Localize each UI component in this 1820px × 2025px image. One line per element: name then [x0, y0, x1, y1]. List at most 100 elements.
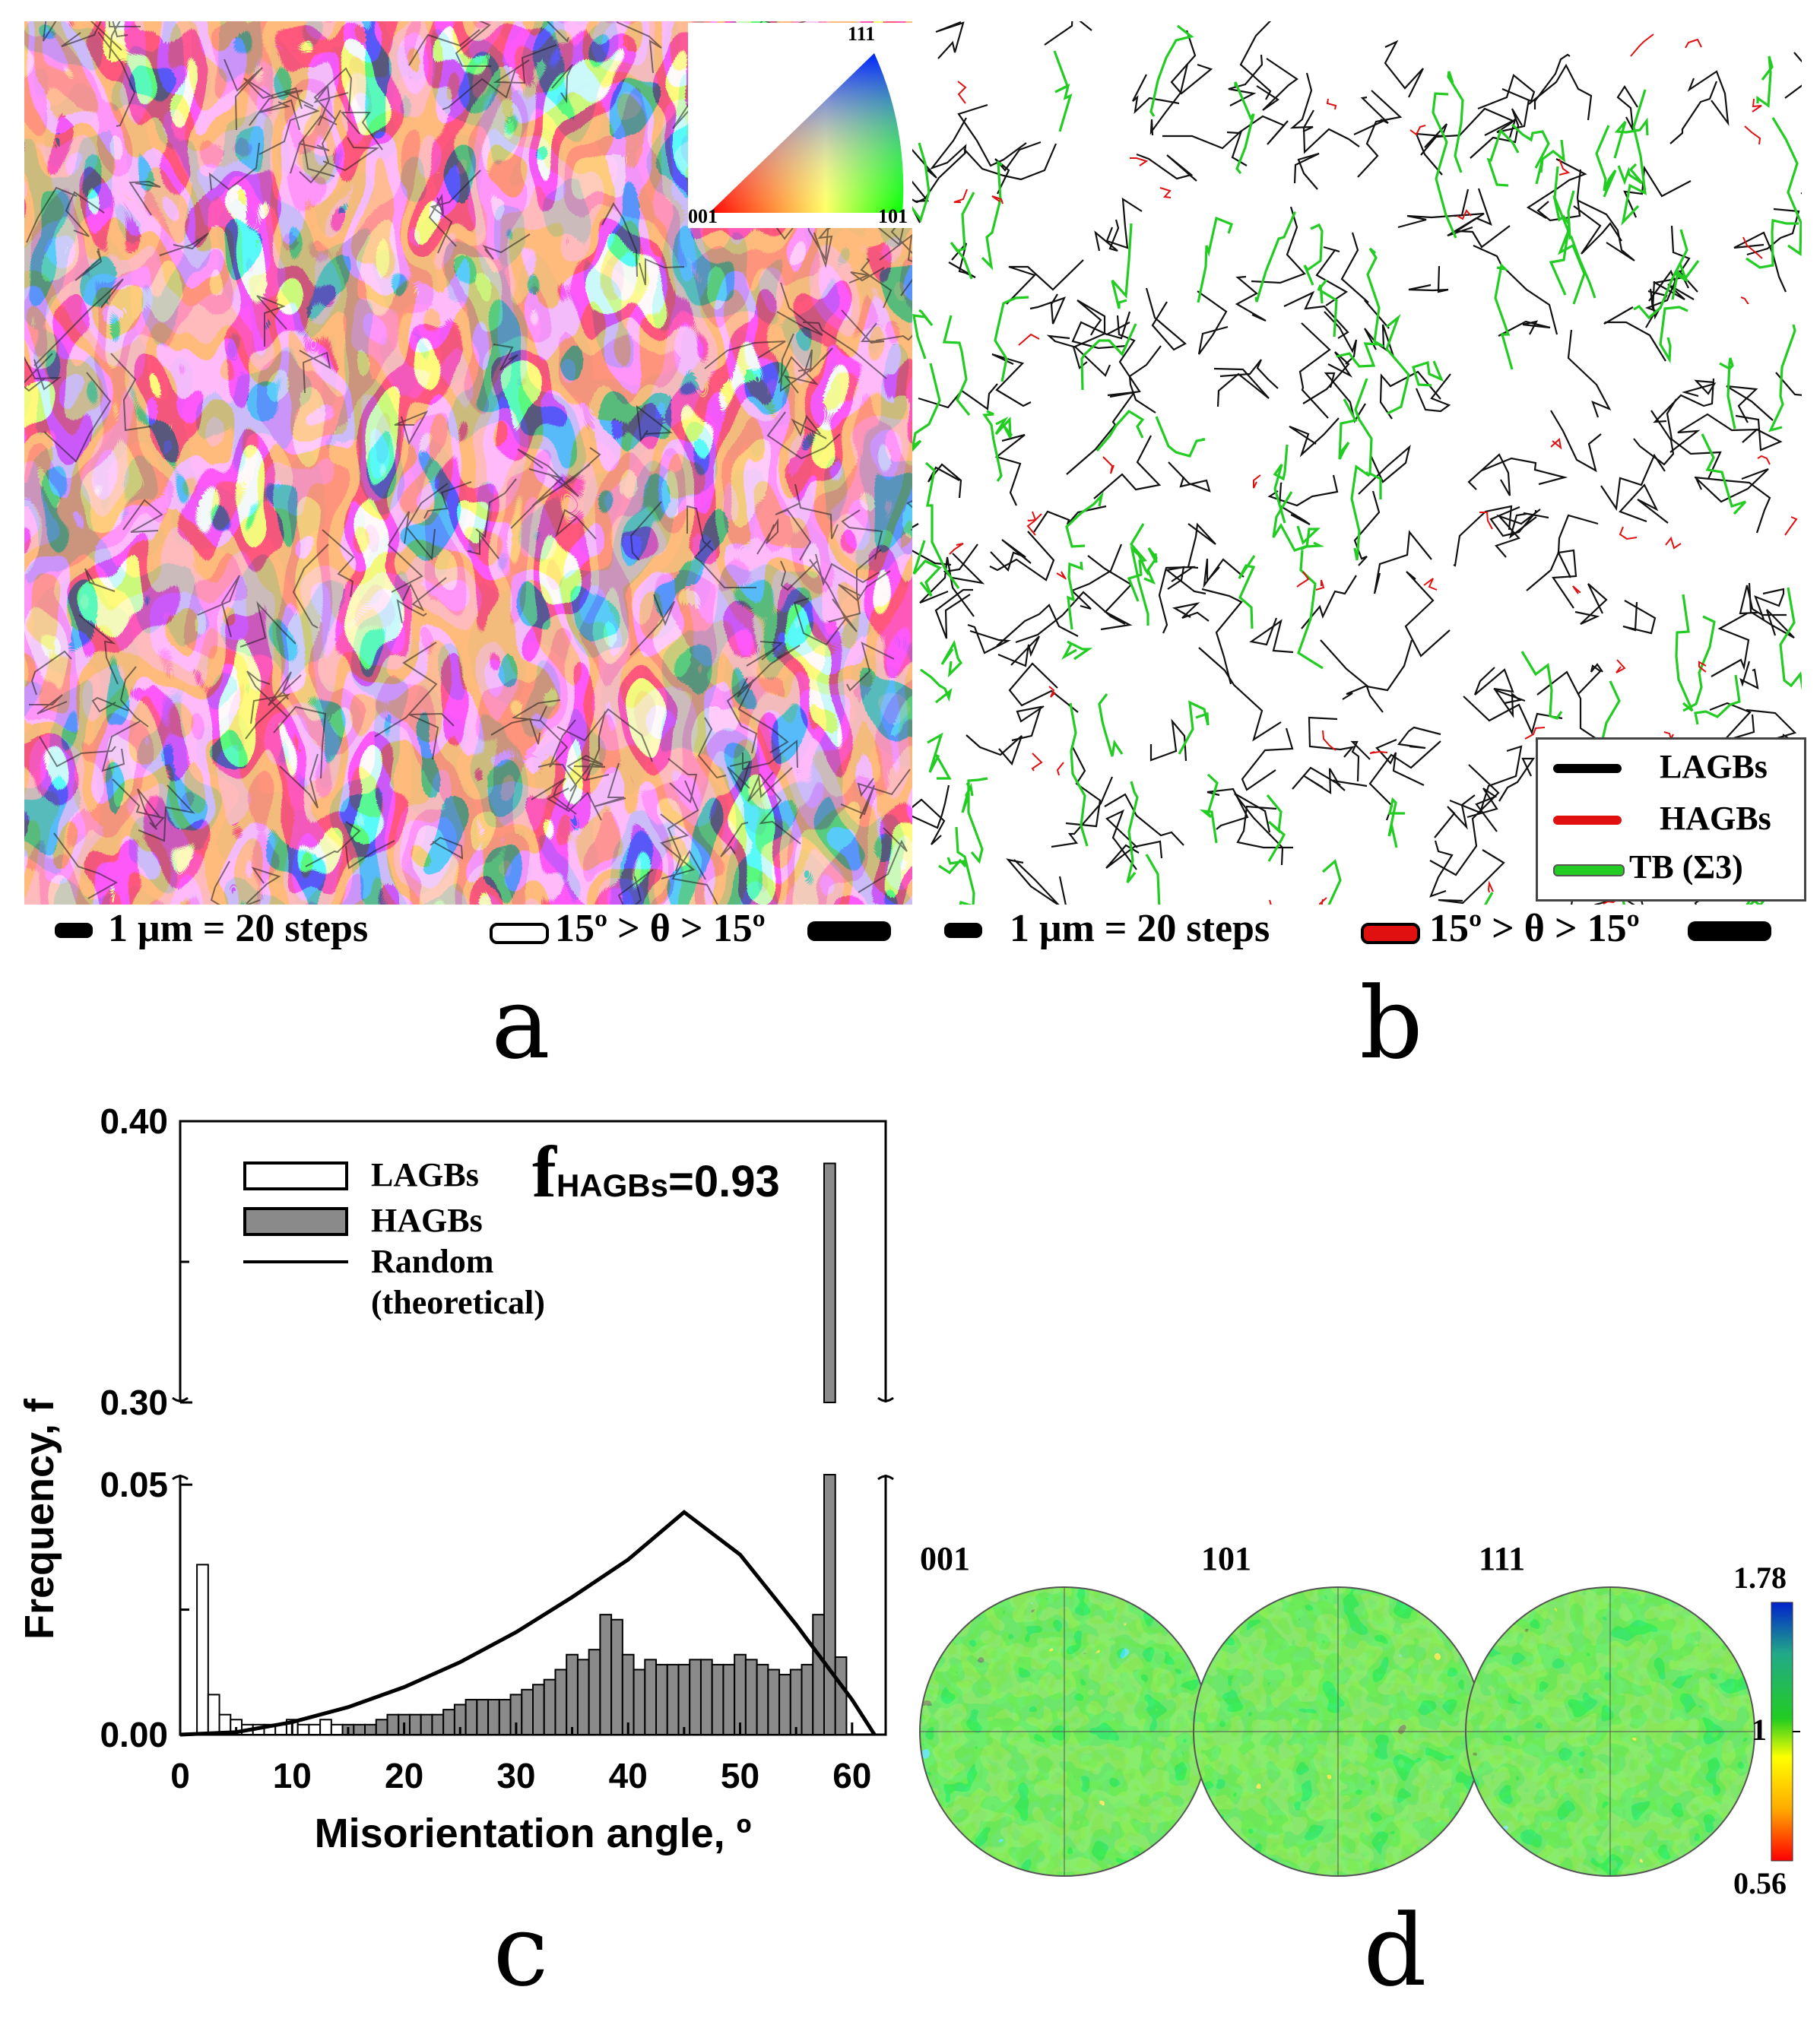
x-tick-label: 20	[385, 1756, 423, 1795]
scale-bar-label: 1 μm = 20 steps	[108, 907, 369, 950]
legend-random-sublabel: (theoretical)	[371, 1284, 545, 1321]
misorientation-histogram: 0 10 20 30 40 50 60 0.00 0.05 0.30 0.40 Misorientat…	[17, 1101, 894, 1856]
histogram-bar	[296, 1723, 310, 1735]
pole-figure-101	[1193, 1586, 1483, 1877]
pole-figure-001	[919, 1586, 1210, 1877]
threshold-swatch-black	[807, 921, 891, 941]
ipf-key-101-label: 101	[878, 205, 908, 227]
histogram-bar	[666, 1663, 680, 1736]
histogram-bar	[801, 1663, 814, 1736]
panel-c: 0 10 20 30 40 50 60 0.00 0.05 0.30 0.40 Misorientat…	[0, 1087, 912, 2025]
histogram-bar	[543, 1678, 556, 1736]
histogram-bar	[744, 1659, 758, 1735]
f-hagbs-annotation: fHAGBs=0.93	[532, 1130, 780, 1214]
histogram-bar	[431, 1713, 445, 1736]
y-tick-label: 0.00	[100, 1715, 168, 1754]
x-tick-label: 40	[609, 1756, 648, 1795]
panel-a-letter: a	[491, 965, 550, 1081]
panel-d-letter: d	[1363, 1893, 1427, 2008]
legend-random-label: Random	[371, 1243, 494, 1280]
histogram-bar	[532, 1684, 545, 1736]
legend-hagbs-swatch	[243, 1207, 348, 1236]
histogram-bar	[566, 1653, 579, 1735]
histogram-bar	[375, 1719, 388, 1735]
x-tick-label: 30	[496, 1756, 535, 1795]
histogram-bar	[196, 1564, 209, 1736]
twin-boundary-lines	[912, 24, 1802, 905]
axis-break-mark	[877, 1396, 894, 1402]
histogram-bar	[588, 1649, 601, 1736]
legend-lagbs-label: LAGBs	[1660, 748, 1768, 785]
legend-hagbs-label: HAGBs	[371, 1202, 483, 1239]
legend-hagbs-label: HAGBs	[1660, 800, 1771, 837]
histogram-bar	[711, 1663, 725, 1736]
histogram-bar	[789, 1668, 803, 1735]
histogram-bar-upper	[823, 1162, 836, 1403]
legend-random-swatch	[243, 1260, 348, 1263]
panel-a-scale-row: 1 μm = 20 steps 15º > θ > 15º	[24, 906, 912, 959]
ipf-key-111-label: 111	[848, 23, 876, 45]
histogram-bar	[644, 1659, 658, 1735]
y-tick-label: 0.05	[100, 1465, 168, 1504]
y-tick-label: 0.40	[100, 1101, 168, 1141]
pole-figures	[919, 1586, 1800, 1877]
histogram-bar	[576, 1659, 590, 1735]
panel-d: 001 101 111 1.78 1 0.56 d	[912, 1087, 1820, 2025]
histogram-bar	[420, 1713, 433, 1736]
f-symbol: f	[532, 1131, 556, 1212]
scale-bar-label: 1 μm = 20 steps	[1010, 907, 1270, 950]
legend-lagbs-swatch	[1553, 764, 1622, 773]
histogram-bar	[812, 1614, 825, 1736]
colorbar	[1771, 1602, 1793, 1862]
histogram-bar	[498, 1698, 512, 1736]
axis-break-mark	[172, 1396, 189, 1402]
panel-c-letter: c	[493, 1893, 549, 2008]
histogram-bar	[655, 1663, 668, 1736]
panel-b-letter: b	[1359, 965, 1423, 1081]
histogram-bar	[408, 1713, 422, 1736]
histogram-bar	[823, 1474, 836, 1735]
ipf-key: 111 001 101	[688, 23, 916, 228]
y-tick-label: 0.30	[100, 1383, 168, 1422]
histogram-bar	[521, 1688, 534, 1735]
legend-hagbs-swatch	[1553, 816, 1622, 825]
histogram-bar	[756, 1663, 769, 1736]
axis-break-mark	[172, 1475, 189, 1481]
histogram-bar	[308, 1723, 322, 1735]
histogram-bar	[319, 1719, 332, 1735]
f-value: =0.93	[668, 1157, 780, 1206]
x-tick-label: 10	[273, 1756, 312, 1795]
x-tick-label: 50	[721, 1756, 759, 1795]
x-tick-label: 0	[170, 1756, 190, 1795]
f-subscript: HAGBs	[556, 1168, 668, 1203]
scale-bar-icon	[55, 923, 93, 938]
histogram-bar	[599, 1614, 613, 1736]
histogram-bar	[778, 1674, 791, 1735]
threshold-label: 15º > θ > 15º	[555, 907, 766, 950]
histogram-bar	[610, 1618, 623, 1735]
histogram-bar	[633, 1668, 646, 1735]
axis-break-mark	[877, 1475, 894, 1481]
threshold-swatch-black	[1688, 921, 1771, 941]
histogram-bar	[487, 1698, 500, 1736]
pole-label-001: 001	[920, 1540, 970, 1577]
histogram-bar	[476, 1698, 490, 1736]
hagb-lines	[949, 33, 1798, 905]
panel-b-scale-row: 1 μm = 20 steps 15º > θ > 15º	[912, 906, 1820, 959]
histogram-bar	[442, 1709, 455, 1735]
pole-label-101: 101	[1201, 1540, 1251, 1577]
x-tick-label: 60	[832, 1756, 871, 1795]
histogram-bar	[364, 1723, 377, 1735]
colorbar-max: 1.78	[1733, 1561, 1787, 1595]
legend-tb-label: TB (Σ3)	[1629, 848, 1743, 886]
histogram-legend: LAGBs HAGBs Random (theoretical)	[243, 1148, 623, 1345]
ipf-key-001-label: 001	[688, 205, 718, 227]
legend-lagbs-swatch	[243, 1161, 348, 1190]
histogram-bar	[677, 1663, 691, 1736]
histogram-bar	[207, 1694, 220, 1736]
colorbar-mid: 1	[1752, 1713, 1767, 1747]
x-axis-label: Misorientation angle, º	[315, 1811, 752, 1856]
threshold-swatch-red	[1361, 923, 1420, 944]
panel-a: 111 001 101 1 μm = 20 steps 15º > θ > 15…	[0, 0, 916, 1087]
histogram-bar	[689, 1659, 702, 1735]
